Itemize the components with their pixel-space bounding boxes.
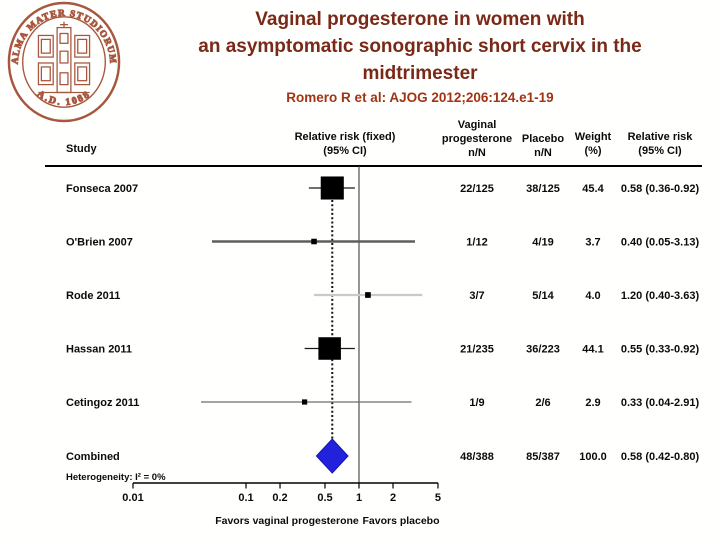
x-axis-tick-label: 0.1 — [238, 492, 253, 504]
rr-ci-value: 1.20 (0.40-3.63) — [621, 290, 700, 302]
treatment-nN: 21/235 — [460, 344, 494, 356]
placebo-nN: 36/223 — [526, 344, 560, 356]
combined-diamond — [315, 438, 349, 474]
col-header-rrplot-1: Relative risk (fixed) — [295, 131, 396, 143]
placebo-nN: 38/125 — [526, 183, 560, 195]
combined-label: Combined — [66, 451, 120, 463]
university-seal-logo: ALMA MATER STUDIORUM A.D. 1088 — [7, 1, 121, 123]
study-label: Cetingoz 2011 — [66, 397, 139, 409]
study-label: Hassan 2011 — [66, 344, 132, 356]
favors-left-label: Favors vaginal progesterone — [215, 515, 359, 527]
col-header-placebo-2: n/N — [534, 147, 552, 159]
point-estimate-square — [318, 337, 341, 360]
title-block: Vaginal progesterone in women with an as… — [122, 6, 718, 105]
x-axis-tick-label: 5 — [435, 492, 441, 504]
placebo-nN: 4/19 — [532, 237, 553, 249]
x-axis-tick-label: 2 — [390, 492, 396, 504]
weight-value: 44.1 — [582, 344, 603, 356]
treatment-nN: 22/125 — [460, 183, 494, 195]
combined-treatment-nN: 48/388 — [460, 451, 494, 463]
study-label: O'Brien 2007 — [66, 237, 133, 249]
x-axis-tick-label: 0.01 — [122, 492, 143, 504]
point-estimate-square — [365, 292, 371, 298]
point-estimate-square — [301, 399, 308, 405]
col-header-treatment-2: progesterone — [442, 133, 512, 145]
treatment-nN: 1/9 — [469, 397, 484, 409]
forest-plot: Study Relative risk (fixed) (95% CI) Vag… — [45, 119, 702, 527]
weight-value: 45.4 — [582, 183, 604, 195]
rr-ci-value: 0.55 (0.33-0.92) — [621, 344, 700, 356]
placebo-nN: 2/6 — [535, 397, 550, 409]
study-label: Rode 2011 — [66, 290, 120, 302]
study-label: Fonseca 2007 — [66, 183, 138, 195]
col-header-treatment-3: n/N — [468, 147, 486, 159]
col-header-rrtext-1: Relative risk — [628, 131, 694, 143]
favors-right-label: Favors placebo — [362, 515, 439, 527]
x-axis-tick-label: 0.2 — [272, 492, 287, 504]
col-header-weight-2: (%) — [584, 145, 601, 157]
placebo-nN: 5/14 — [532, 290, 554, 302]
combined-weight-value: 100.0 — [579, 451, 607, 463]
rr-ci-value: 0.40 (0.05-3.13) — [621, 237, 700, 249]
col-header-rrtext-2: (95% CI) — [638, 145, 682, 157]
x-axis-tick-label: 1 — [356, 492, 362, 504]
weight-value: 3.7 — [585, 237, 600, 249]
point-estimate-square — [311, 238, 317, 245]
col-header-rrplot-2: (95% CI) — [323, 145, 367, 157]
citation-subtitle: Romero R et al: AJOG 2012;206:124.e1-19 — [286, 90, 554, 105]
combined-placebo-nN: 85/387 — [526, 451, 560, 463]
col-header-placebo-1: Placebo — [522, 133, 564, 145]
seal-inner-ring — [22, 16, 106, 108]
treatment-nN: 1/12 — [466, 237, 487, 249]
seal-outer-ring — [7, 1, 121, 123]
point-estimate-square — [320, 176, 344, 200]
heterogeneity-note: Heterogeneity: I² = 0% — [66, 472, 166, 483]
col-header-weight-1: Weight — [575, 131, 612, 143]
weight-value: 4.0 — [585, 290, 600, 302]
seal-bottom-text: A.D. 1088 — [35, 88, 93, 108]
page-title-line-1: Vaginal progesterone in women with — [255, 9, 585, 30]
col-header-study: Study — [66, 143, 97, 155]
page-title-line-3: midtrimester — [362, 63, 478, 84]
combined-rr-ci-value: 0.58 (0.42-0.80) — [621, 451, 700, 463]
seal-emblem — [37, 21, 91, 94]
rr-ci-value: 0.33 (0.04-2.91) — [621, 397, 700, 409]
treatment-nN: 3/7 — [469, 290, 484, 302]
weight-value: 2.9 — [585, 397, 600, 409]
col-header-treatment-1: Vaginal — [458, 119, 497, 131]
page-title-line-2: an asymptomatic sonographic short cervix… — [198, 36, 642, 57]
rr-ci-value: 0.58 (0.36-0.92) — [621, 183, 700, 195]
x-axis-tick-label: 0.5 — [317, 492, 332, 504]
